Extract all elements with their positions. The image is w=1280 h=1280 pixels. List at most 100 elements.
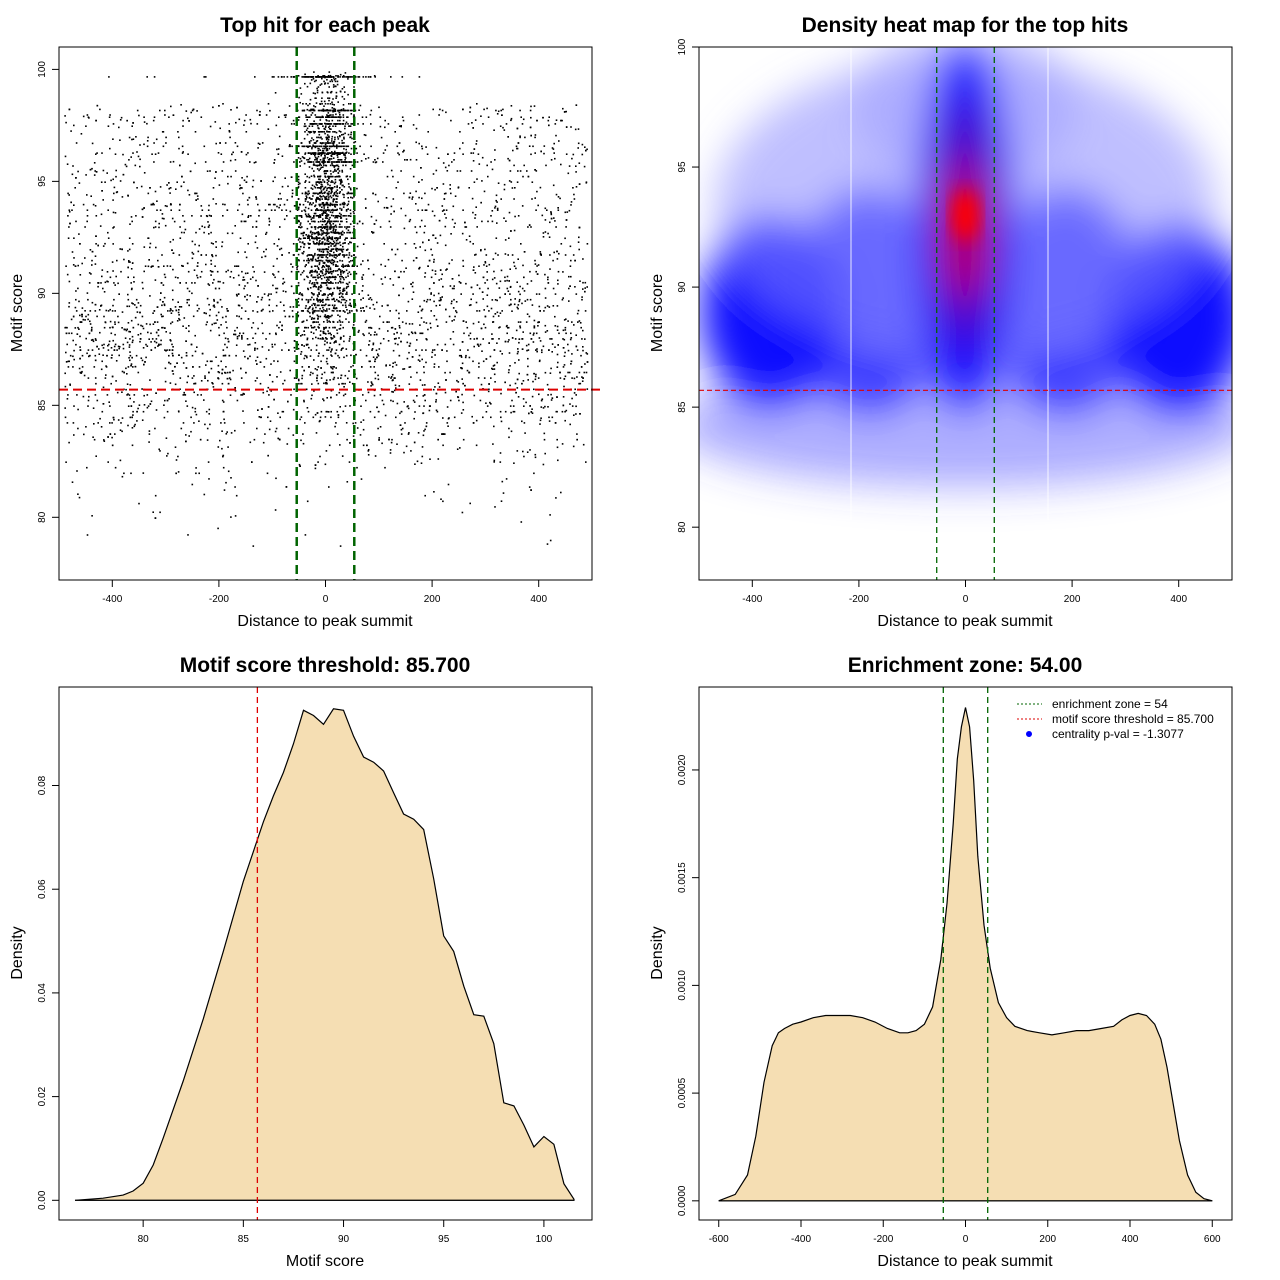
scatter-point	[65, 121, 67, 124]
scatter-point	[102, 287, 104, 290]
scatter-point	[119, 119, 122, 121]
scatter-point	[231, 232, 234, 235]
scatter-point	[395, 416, 397, 419]
scatter-point	[152, 323, 155, 325]
scatter-point	[329, 125, 331, 127]
scatter-point	[509, 170, 512, 172]
scatter-point	[318, 285, 320, 288]
scatter-point	[456, 448, 459, 450]
scatter-point	[291, 192, 294, 195]
scatter-point	[416, 460, 419, 463]
scatter-point	[360, 421, 362, 423]
scatter-point	[326, 382, 328, 385]
scatter-point	[135, 298, 138, 301]
scatter-point	[154, 321, 156, 323]
scatter-point	[246, 272, 249, 274]
scatter-point	[298, 206, 300, 209]
scatter-point	[479, 343, 482, 346]
scatter-point	[517, 307, 519, 310]
scatter-point	[312, 153, 315, 155]
scatter-point	[330, 209, 333, 211]
scatter-point	[324, 191, 326, 193]
scatter-point	[550, 393, 552, 396]
scatter-point	[442, 285, 444, 288]
scatter-point	[78, 328, 80, 330]
scatter-point	[337, 158, 339, 161]
scatter-point	[276, 245, 279, 247]
scatter-point	[310, 187, 313, 189]
scatter-point	[322, 212, 325, 214]
scatter-point	[315, 236, 318, 238]
scatter-point	[458, 399, 460, 402]
scatter-point	[256, 301, 258, 303]
scatter-point	[392, 379, 394, 381]
scatter-point	[433, 315, 436, 317]
scatter-point	[570, 360, 573, 363]
scatter-point	[323, 131, 325, 133]
scatter-point	[238, 315, 240, 318]
scatter-point	[493, 349, 496, 351]
scatter-point	[412, 124, 415, 126]
scatter-point	[500, 416, 502, 419]
scatter-point	[147, 405, 150, 407]
scatter-point	[338, 254, 341, 256]
scatter-point	[323, 248, 326, 251]
scatter-point	[547, 406, 549, 408]
scatter-point	[511, 399, 513, 402]
scatter-point	[170, 309, 172, 311]
scatter-point	[513, 265, 516, 267]
scatter-point	[262, 332, 264, 335]
scatter-point	[215, 322, 217, 324]
scatter-point	[552, 287, 555, 290]
scatter-point	[540, 406, 543, 408]
scatter-point	[326, 357, 328, 360]
scatter-point	[431, 356, 433, 358]
scatter-point	[488, 263, 491, 266]
scatter-point	[555, 226, 557, 228]
scatter-point	[309, 131, 311, 133]
scatter-point	[185, 434, 187, 436]
scatter-point	[330, 262, 333, 265]
scatter-point	[287, 400, 289, 403]
scatter-point	[328, 131, 330, 133]
scatter-point	[334, 237, 336, 240]
scatter-point	[127, 366, 130, 368]
scatter-point	[74, 306, 77, 309]
scatter-point	[318, 187, 320, 189]
scatter-point	[311, 112, 314, 114]
scatter-point	[185, 367, 188, 369]
scatter-point	[325, 268, 327, 271]
scatter-point	[308, 142, 311, 144]
scatter-point	[410, 331, 413, 333]
scatter-point	[509, 293, 511, 295]
scatter-point	[131, 125, 133, 127]
scatter-point	[554, 315, 556, 318]
scatter-point	[323, 399, 325, 402]
scatter-point	[288, 105, 291, 107]
scatter-point	[423, 405, 425, 407]
scatter-point	[436, 242, 439, 244]
scatter-point	[312, 302, 315, 305]
scatter-point	[400, 428, 403, 431]
scatter-point	[330, 367, 333, 369]
scatter-point	[227, 338, 229, 340]
scatter-point	[337, 416, 340, 419]
scatter-point	[131, 427, 134, 429]
scatter-point	[154, 190, 157, 193]
scatter-point	[276, 376, 278, 378]
scatter-point	[87, 313, 90, 316]
scatter-point	[522, 118, 525, 121]
scatter-point	[154, 279, 157, 281]
scatter-point	[310, 131, 312, 133]
scatter-point	[563, 378, 566, 380]
scatter-point	[139, 144, 141, 146]
scatter-point	[333, 104, 335, 106]
scatter-point	[301, 382, 303, 385]
scatter-point	[115, 169, 117, 172]
scatter-point	[544, 287, 547, 290]
scatter-point	[481, 291, 484, 293]
scatter-point	[209, 270, 212, 272]
scatter-point	[342, 382, 344, 385]
scatter-point	[131, 243, 134, 245]
scatter-point	[317, 257, 319, 260]
